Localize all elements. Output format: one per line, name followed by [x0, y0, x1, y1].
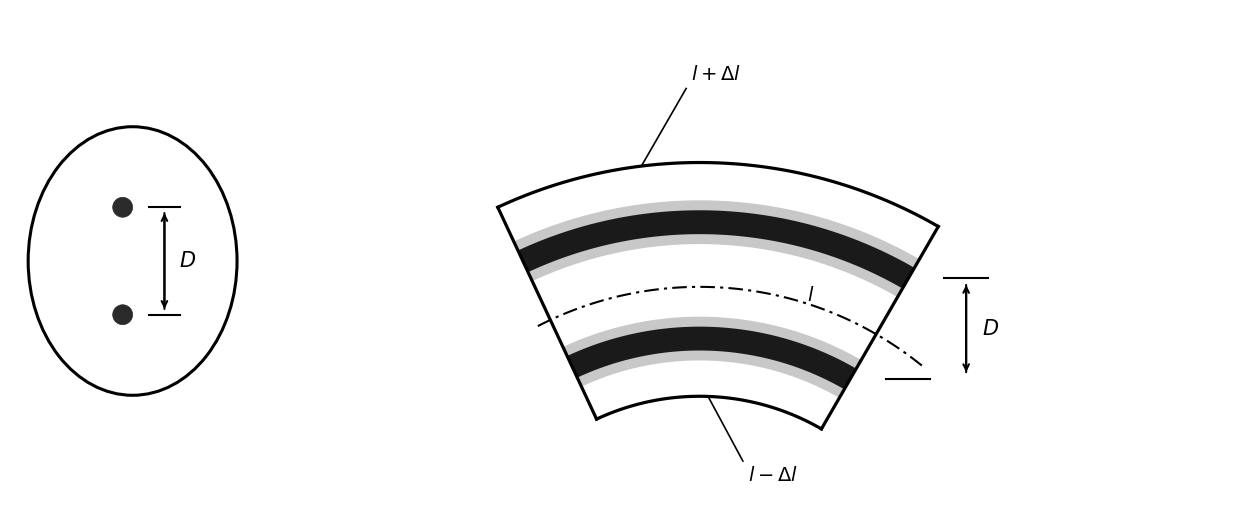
Ellipse shape — [28, 127, 237, 395]
Polygon shape — [514, 200, 919, 297]
Text: $D$: $D$ — [983, 318, 999, 339]
Polygon shape — [498, 162, 938, 429]
Text: $l - \Delta l$: $l - \Delta l$ — [748, 466, 798, 485]
Circle shape — [113, 197, 133, 217]
Polygon shape — [563, 317, 861, 398]
Circle shape — [113, 305, 133, 325]
Text: $l$: $l$ — [807, 286, 814, 305]
Polygon shape — [518, 210, 914, 289]
Text: $D$: $D$ — [180, 251, 197, 271]
Polygon shape — [567, 327, 856, 389]
Text: $l + \Delta l$: $l + \Delta l$ — [691, 65, 741, 84]
